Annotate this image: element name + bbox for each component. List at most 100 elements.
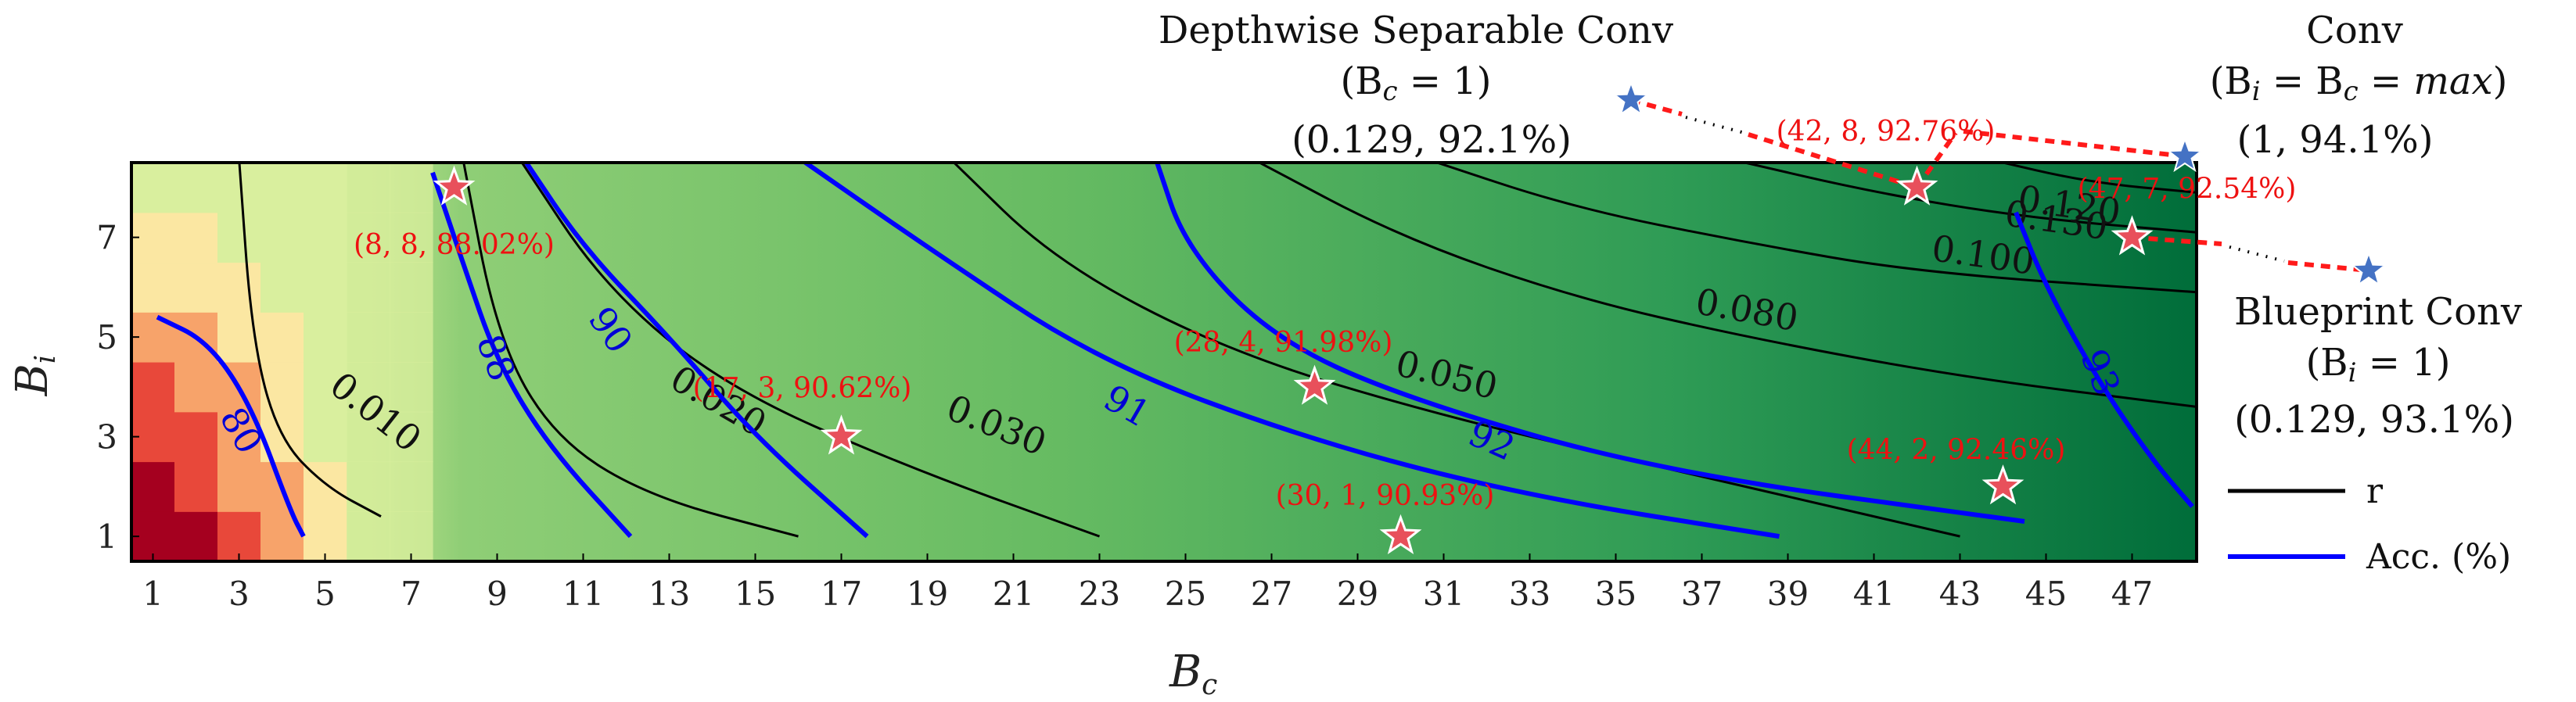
data-point-star <box>1293 364 1336 405</box>
points: (8, 8, 88.02%) (17, 3, 90.62%) (28, 4, 91.… <box>354 81 2387 555</box>
x-tick-label: 27 <box>1251 575 1292 613</box>
x-tick-label: 7 <box>401 575 422 613</box>
conv-value: (1, 94.1%) <box>2237 118 2434 162</box>
conv-star-icon <box>2166 137 2204 173</box>
heatmap-cell <box>304 312 347 363</box>
annotation-dashed-line <box>2132 235 2222 246</box>
heatmap-cell <box>347 411 390 463</box>
x-tick-label: 5 <box>314 575 336 613</box>
heatmap-cell <box>260 163 304 213</box>
heatmap-cell <box>260 362 304 413</box>
x-tick-label: 29 <box>1337 575 1378 613</box>
x-tick-label: 1 <box>142 575 163 613</box>
blueprint-condition: (Bi = 1) <box>2306 341 2451 389</box>
x-tick-label: 17 <box>821 575 862 613</box>
heatmap-cell <box>304 511 347 561</box>
blueprint-value: (0.129, 93.1%) <box>2234 398 2514 442</box>
heatmap-cell <box>260 262 304 313</box>
data-point-label: (30, 1, 90.93%) <box>1276 480 1495 512</box>
heatmap-cell <box>304 163 347 213</box>
y-axis-label: Bi <box>7 355 62 397</box>
heatmap-cell <box>390 411 433 463</box>
heatmap-cell <box>347 511 390 561</box>
heatmap-cell <box>217 262 261 313</box>
heatmap-cell <box>217 461 261 512</box>
heatmap-cell <box>174 411 218 463</box>
data-point-star <box>2111 215 2154 256</box>
annotation-dashed-line <box>1915 131 1958 189</box>
heatmap-cell <box>390 262 433 313</box>
data-point-star <box>433 165 476 206</box>
conv-annotation: Conv (Bi = Bc = max) (1, 94.1%) <box>2210 9 2508 162</box>
heatmap-cell <box>174 212 218 263</box>
heatmap-cell <box>390 312 433 363</box>
y-tick-label: 5 <box>96 318 117 356</box>
heatmap-cell <box>390 163 433 213</box>
heatmap-cell <box>347 163 390 213</box>
heatmap-cell <box>174 461 218 512</box>
r-contour-line <box>520 163 1101 538</box>
heatmap-cell <box>174 511 218 561</box>
heatmap-cell <box>131 461 175 512</box>
heatmap-cell <box>260 312 304 363</box>
x-tick-label: 15 <box>735 575 776 613</box>
heatmap-cell <box>347 461 390 512</box>
acc-contour-line <box>430 171 633 539</box>
heatmap-cell <box>174 362 218 413</box>
legend-acc-label: Acc. (%) <box>2366 537 2511 577</box>
axes: 1 3 5 7 9 11 13 15 17 19 21 23 25 27 29 31 33 35 37 39 41 43 4… <box>96 219 2153 613</box>
heatmap-cell <box>347 262 390 313</box>
x-tick-label: 21 <box>993 575 1034 613</box>
legend-r-label: r <box>2366 471 2384 511</box>
heatmap-cell <box>260 212 304 263</box>
data-point-star <box>1895 165 1938 206</box>
x-tick-label: 13 <box>648 575 690 613</box>
x-tick-label: 25 <box>1165 575 1206 613</box>
x-tick-label: 35 <box>1595 575 1636 613</box>
x-axis-label: Bc <box>1169 646 1217 701</box>
annotation-dotted-line <box>2229 245 2285 263</box>
data-point-label: (47, 7, 92.54%) <box>2078 174 2297 206</box>
heatmap-cell <box>390 362 433 413</box>
x-tick-label: 11 <box>562 575 604 613</box>
heatmap-cell <box>217 511 261 561</box>
heatmap-cell <box>347 212 390 263</box>
heatmap-cells <box>131 163 433 561</box>
annotation-dashed-line <box>1748 132 1918 190</box>
x-tick-label: 43 <box>1939 575 1981 613</box>
r-contour-line <box>238 163 382 518</box>
heatmap-cell <box>131 262 175 313</box>
y-tick-label: 3 <box>96 418 117 457</box>
data-point-label: (28, 4, 91.98%) <box>1174 327 1393 359</box>
annotation-dashed-line <box>2287 260 2369 273</box>
depthwise-title: Depthwise Separable Conv <box>1159 9 1673 52</box>
heatmap-cell <box>304 362 347 413</box>
heatmap-cell <box>174 262 218 313</box>
plot-frame <box>130 161 2198 563</box>
acc-contour-line <box>156 314 306 538</box>
annotation-dotted-line <box>1685 116 1745 134</box>
heatmap-cell <box>347 362 390 413</box>
x-tick-label: 39 <box>1767 575 1809 613</box>
heatmap-cell <box>304 212 347 263</box>
heatmap-cell <box>304 262 347 313</box>
heatmap-cell <box>390 212 433 263</box>
annotation-dashed-line <box>1963 129 2186 159</box>
blueprint-annotation: Blueprint Conv (Bi = 1) (0.129, 93.1%) <box>2234 290 2522 442</box>
data-point-star <box>1379 514 1422 555</box>
heatmap-cell <box>347 312 390 363</box>
acc-contour-line <box>523 163 869 539</box>
x-tick-label: 23 <box>1079 575 1120 613</box>
conv-condition: (Bi = Bc = max) <box>2210 59 2508 107</box>
r-contour-line <box>952 163 1960 538</box>
data-point-label: (8, 8, 88.02%) <box>354 229 555 261</box>
depthwise-annotation: Depthwise Separable Conv (Bc = 1) (0.129… <box>1159 9 1673 162</box>
depthwise-condition: (Bc = 1) <box>1340 59 1491 107</box>
blueprint-title: Blueprint Conv <box>2234 290 2522 334</box>
heatmap-cell <box>260 511 304 561</box>
heatmap-cell <box>390 461 433 512</box>
x-tick-label: 45 <box>2025 575 2067 613</box>
depthwise-star-icon <box>1612 81 1650 116</box>
acc-contour-line <box>801 163 1780 539</box>
